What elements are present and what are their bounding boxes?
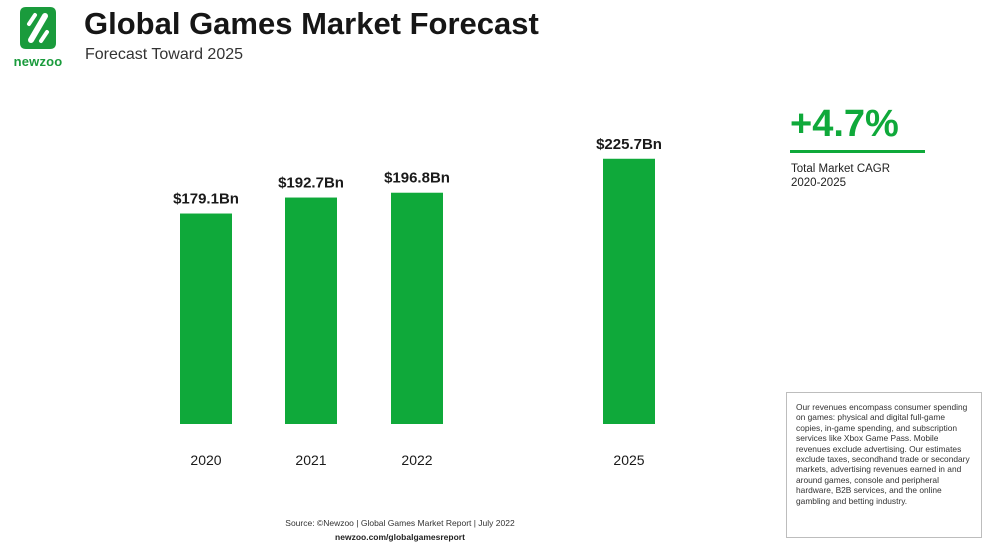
x-tick-2020: 2020: [190, 452, 221, 468]
data-label-2021: $192.7Bn: [278, 175, 344, 192]
cagr-value: +4.7%: [790, 103, 899, 145]
cagr-label: Total Market CAGR 2020-2025: [791, 162, 931, 190]
cagr-label-line2: 2020-2025: [791, 177, 846, 189]
source-url: newzoo.com/globalgamesreport: [335, 532, 465, 542]
data-label-2020: $179.1Bn: [173, 191, 239, 208]
page-title: Global Games Market Forecast: [84, 6, 539, 41]
data-label-2025: $225.7Bn: [596, 136, 662, 153]
data-label-2022: $196.8Bn: [384, 170, 450, 187]
source-text: Source: ©Newzoo | Global Games Market Re…: [285, 518, 515, 528]
methodology-note: Our revenues encompass consumer spending…: [786, 392, 982, 538]
bar-2020: [180, 213, 232, 424]
newzoo-logo: newzoo: [8, 4, 68, 70]
cagr-label-line1: Total Market CAGR: [791, 163, 891, 175]
x-tick-2021: 2021: [295, 452, 326, 468]
bar-2022: [391, 192, 443, 424]
newzoo-logo-icon: [20, 7, 56, 49]
bar-2025: [603, 158, 655, 424]
page-subtitle: Forecast Toward 2025: [85, 46, 244, 63]
cagr-divider: [790, 150, 925, 153]
x-tick-2022: 2022: [401, 452, 432, 468]
logo-wordmark: newzoo: [13, 54, 63, 69]
bar-2021: [285, 197, 337, 424]
x-tick-2025: 2025: [613, 452, 644, 468]
